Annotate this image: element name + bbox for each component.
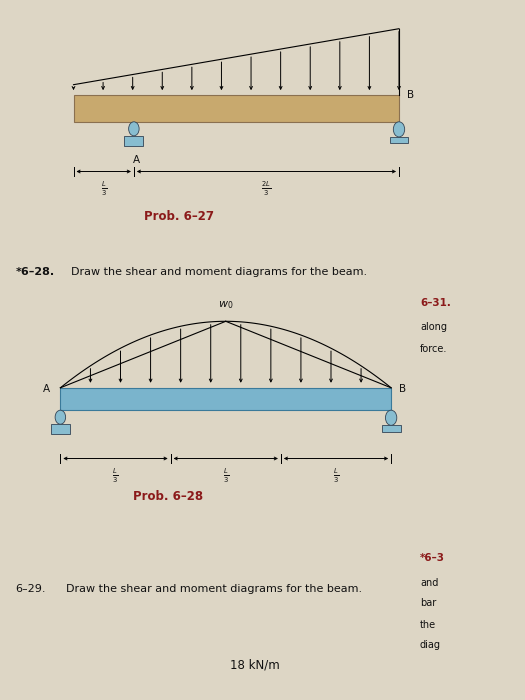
Text: $\frac{L}{3}$: $\frac{L}{3}$ [333,467,339,485]
Text: 6–29.: 6–29. [16,584,46,594]
Text: Prob. 6–27: Prob. 6–27 [143,210,214,223]
Text: $\frac{2L}{3}$: $\frac{2L}{3}$ [261,180,271,198]
Text: A: A [43,384,50,393]
FancyBboxPatch shape [51,424,70,434]
Text: A: A [133,155,140,165]
Circle shape [385,410,397,426]
Text: diag: diag [420,640,441,650]
FancyBboxPatch shape [74,95,399,122]
Text: $\frac{L}{3}$: $\frac{L}{3}$ [223,467,229,485]
Text: *6–28.: *6–28. [16,267,55,277]
Text: 6–31.: 6–31. [420,298,451,307]
Text: *6–3: *6–3 [420,553,445,563]
Text: the: the [420,620,436,629]
Circle shape [393,122,405,137]
FancyBboxPatch shape [382,426,401,432]
Circle shape [129,122,139,136]
Circle shape [55,410,66,424]
Text: Draw the shear and moment diagrams for the beam.: Draw the shear and moment diagrams for t… [71,267,367,277]
Text: $\frac{L}{3}$: $\frac{L}{3}$ [112,467,119,485]
Text: force.: force. [420,344,447,354]
Text: bar: bar [420,598,436,608]
Text: B: B [407,90,414,99]
Text: $w_0$: $w_0$ [218,300,234,312]
FancyBboxPatch shape [124,136,143,146]
FancyBboxPatch shape [60,388,391,410]
Text: $\frac{L}{3}$: $\frac{L}{3}$ [100,180,107,198]
Text: Prob. 6–28: Prob. 6–28 [133,490,203,503]
Text: and: and [420,578,438,587]
Text: B: B [399,384,406,393]
FancyBboxPatch shape [390,137,408,144]
Text: Draw the shear and moment diagrams for the beam.: Draw the shear and moment diagrams for t… [66,584,362,594]
Text: 18 kN/m: 18 kN/m [230,659,279,672]
Text: along: along [420,322,447,332]
